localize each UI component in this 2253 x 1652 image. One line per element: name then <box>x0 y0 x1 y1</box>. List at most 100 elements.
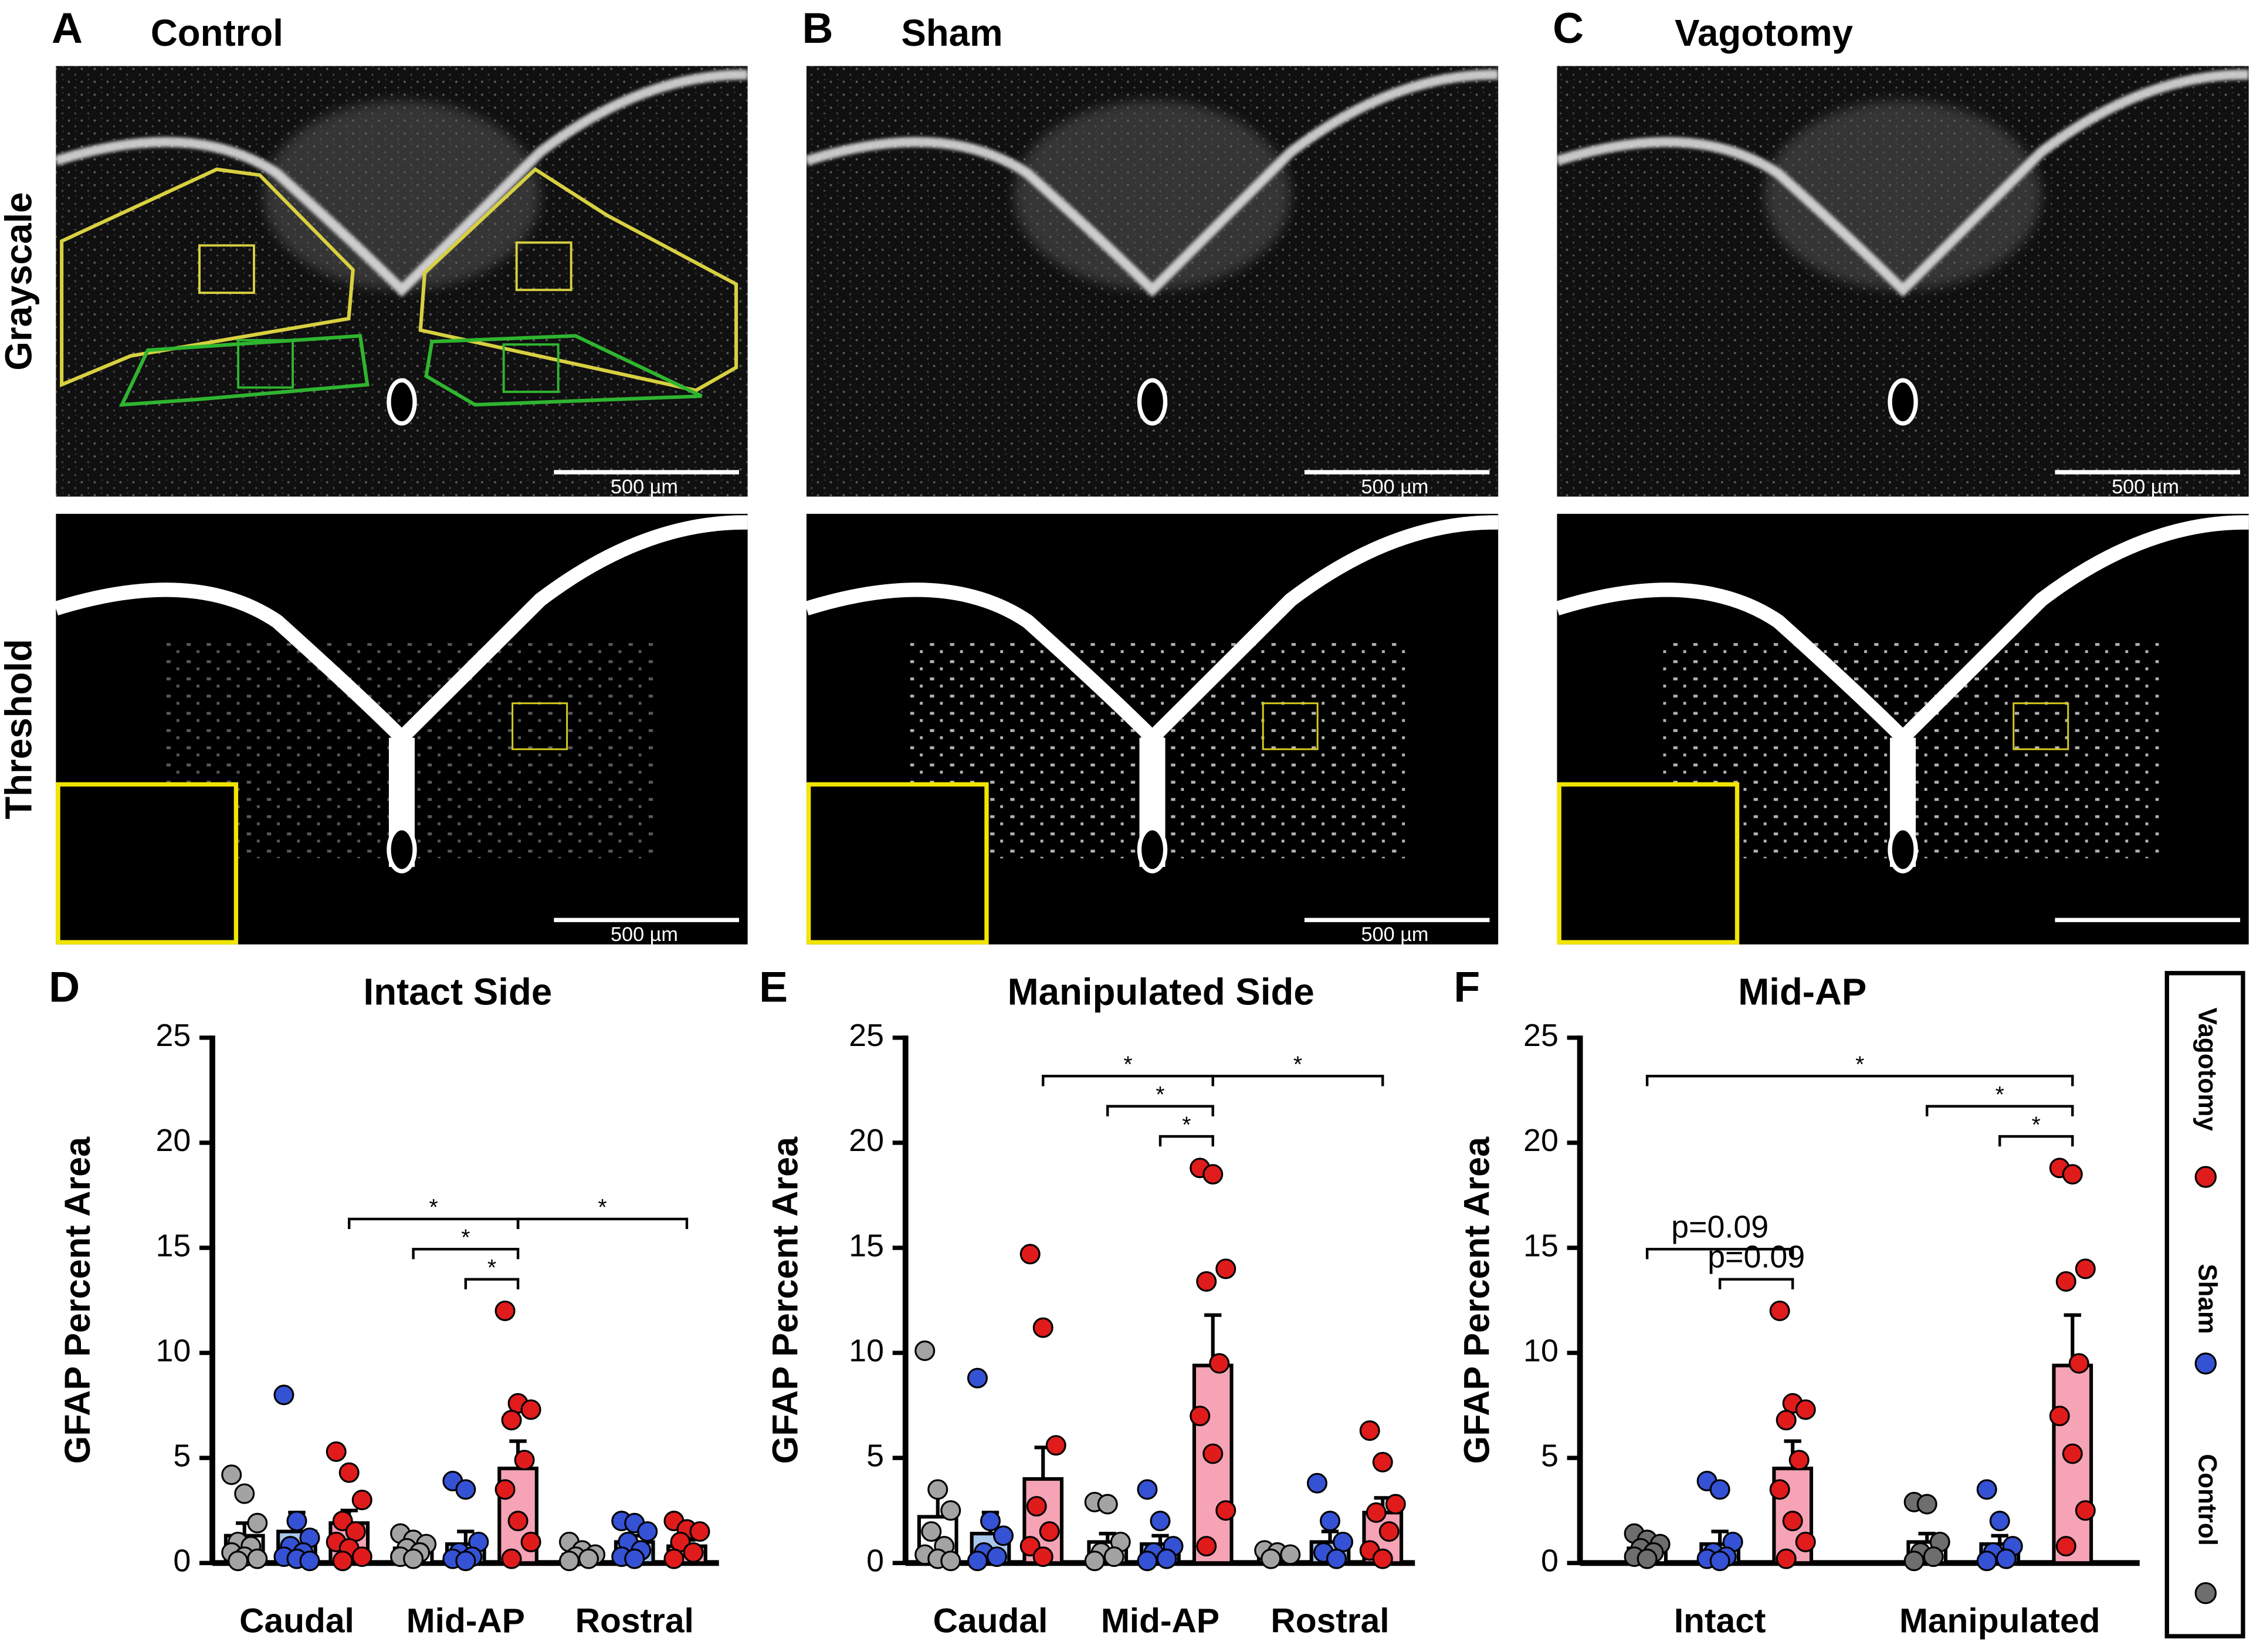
panel-title: Vagotomy <box>1675 12 1854 54</box>
significance-bracket <box>1998 1135 2074 1147</box>
panel-title: Control <box>151 12 283 54</box>
data-point <box>1976 1551 1997 1572</box>
data-point <box>1366 1502 1387 1523</box>
chart-title: Manipulated Side <box>1008 971 1314 1013</box>
y-axis-label: GFAP Percent Area <box>765 1136 805 1464</box>
data-point <box>914 1340 936 1362</box>
data-point <box>221 1464 242 1485</box>
tissue-glow <box>1764 100 2041 290</box>
y-tick-label: 15 <box>1523 1228 1559 1263</box>
y-tick-label: 20 <box>849 1123 884 1158</box>
data-point <box>1156 1548 1177 1569</box>
data-point <box>351 1546 372 1568</box>
data-point <box>345 1521 366 1542</box>
x-tick-label: Caudal <box>933 1602 1048 1640</box>
data-point <box>1026 1496 1047 1517</box>
x-tick-label: Mid-AP <box>1101 1602 1219 1640</box>
x-tick-label: Rostral <box>1271 1602 1389 1640</box>
data-point <box>987 1546 1007 1568</box>
legend-box <box>2164 971 2245 1639</box>
significance-bracket <box>1211 1075 1384 1086</box>
significance-label: * <box>2032 1112 2041 1138</box>
data-point <box>927 1479 948 1500</box>
data-point <box>2075 1500 2096 1521</box>
data-point <box>520 1532 541 1552</box>
data-point <box>1103 1546 1124 1568</box>
y-tick-label: 10 <box>1523 1333 1559 1368</box>
error-bar <box>1099 1532 1116 1542</box>
data-point <box>234 1483 255 1504</box>
data-point <box>228 1551 249 1572</box>
y-tick-label: 15 <box>155 1228 191 1263</box>
chart-title: Mid-AP <box>1738 971 1866 1013</box>
data-point <box>1196 1271 1217 1292</box>
roi-outline <box>424 334 703 407</box>
significance-label: * <box>429 1195 438 1220</box>
data-point <box>1032 1546 1053 1568</box>
significance-bracket <box>1925 1105 2074 1116</box>
data-point <box>689 1521 710 1542</box>
data-point <box>683 1542 704 1563</box>
data-point <box>501 1548 522 1569</box>
data-point <box>578 1548 599 1569</box>
data-point <box>1782 1511 1803 1532</box>
error-bar <box>1151 1533 1169 1545</box>
data-point <box>1788 1450 1810 1471</box>
data-point <box>299 1551 320 1572</box>
data-point <box>1280 1544 1301 1565</box>
data-point <box>1795 1399 1816 1420</box>
row-label: Threshold <box>0 639 39 819</box>
data-point <box>1137 1551 1158 1572</box>
data-point <box>1326 1548 1347 1569</box>
data-point <box>980 1511 1001 1532</box>
error-bar <box>1711 1529 1729 1545</box>
bar <box>1192 1363 1234 1565</box>
data-point <box>338 1462 360 1483</box>
legend-marker <box>2194 1582 2217 1604</box>
canal <box>387 826 417 874</box>
bar <box>2052 1363 2093 1565</box>
data-point <box>1202 1164 1224 1185</box>
data-point <box>967 1551 988 1572</box>
significance-label: * <box>1995 1082 2004 1108</box>
error-bar <box>1321 1529 1339 1542</box>
data-point <box>1215 1258 1236 1279</box>
data-point <box>2055 1271 2076 1292</box>
data-point <box>1215 1500 1236 1521</box>
y-tick-label: 0 <box>173 1543 191 1579</box>
y-tick-label: 5 <box>173 1438 191 1473</box>
data-point <box>494 1479 516 1500</box>
data-point <box>624 1548 645 1569</box>
significance-label: * <box>1293 1052 1302 1078</box>
data-point <box>273 1384 294 1406</box>
data-point <box>2049 1406 2070 1427</box>
legend-marker <box>2194 1166 2217 1188</box>
x-tick-label: Intact <box>1674 1602 1766 1640</box>
inset-box <box>806 782 989 945</box>
error-bar <box>1918 1532 1936 1542</box>
data-point <box>1320 1511 1340 1532</box>
error-bar <box>457 1529 475 1545</box>
significance-label: * <box>461 1226 470 1251</box>
y-tick-label: 0 <box>1541 1543 1559 1579</box>
data-point <box>1378 1521 1400 1542</box>
data-point <box>2062 1443 2083 1464</box>
data-point <box>1776 1548 1797 1569</box>
legend-label: Vagotomy <box>2193 1008 2222 1132</box>
data-point <box>558 1551 580 1572</box>
data-point <box>1359 1420 1380 1441</box>
panel-letter: C <box>1553 4 1584 52</box>
data-point <box>1795 1532 1816 1552</box>
significance-bracket <box>1718 1278 1794 1289</box>
legend-marker <box>2194 1352 2217 1375</box>
chart-letter: D <box>49 963 80 1011</box>
canal <box>1137 826 1168 874</box>
y-tick-label: 25 <box>155 1018 191 1053</box>
y-axis-label: GFAP Percent Area <box>1457 1136 1497 1464</box>
data-point <box>1032 1317 1053 1338</box>
inset-locator <box>1262 702 1319 750</box>
roi-box <box>502 343 560 393</box>
data-point <box>1333 1532 1354 1552</box>
data-point <box>2075 1258 2096 1279</box>
significance-bracket <box>1106 1105 1214 1116</box>
